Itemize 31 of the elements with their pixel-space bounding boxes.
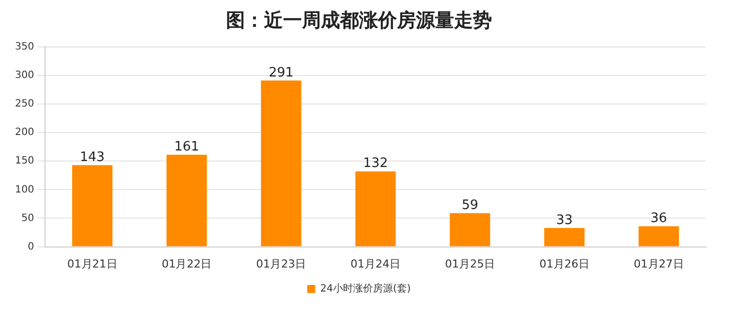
data-label: 36 [650,211,668,226]
x-tick-label: 01月25日 [444,257,495,270]
data-label: 291 [268,65,294,80]
chart-title: 图：近一周成都涨价房源量走势 [226,9,492,32]
bar [450,213,490,246]
legend-label: 24小时涨价房源(套) [320,282,411,295]
x-tick-label: 01月27日 [634,257,684,270]
x-tick-label: 01月23日 [256,257,306,270]
y-tick-label: 200 [14,127,34,138]
x-tick-label: 01月24日 [350,257,401,270]
bar [166,154,207,246]
y-tick-label: 150 [14,156,34,167]
data-label: 161 [174,140,200,155]
x-tick-label: 01月22日 [162,257,212,270]
y-tick-label: 250 [14,98,34,110]
data-label: 143 [80,150,105,165]
data-label: 132 [363,156,388,172]
y-tick-label: 0 [28,241,34,252]
x-tick-label: 01月26日 [539,257,590,270]
x-tick-label: 01月21日 [67,257,118,270]
data-label: 33 [556,212,573,228]
y-tick-label: 50 [21,212,34,224]
bar [260,80,302,246]
bar [72,165,112,246]
data-label: 59 [462,198,478,213]
y-tick-label: 350 [14,41,34,52]
y-tick-label: 300 [14,70,34,81]
y-tick-label: 100 [14,184,34,196]
bar [544,228,585,246]
bar [355,171,396,246]
bar [638,226,679,246]
